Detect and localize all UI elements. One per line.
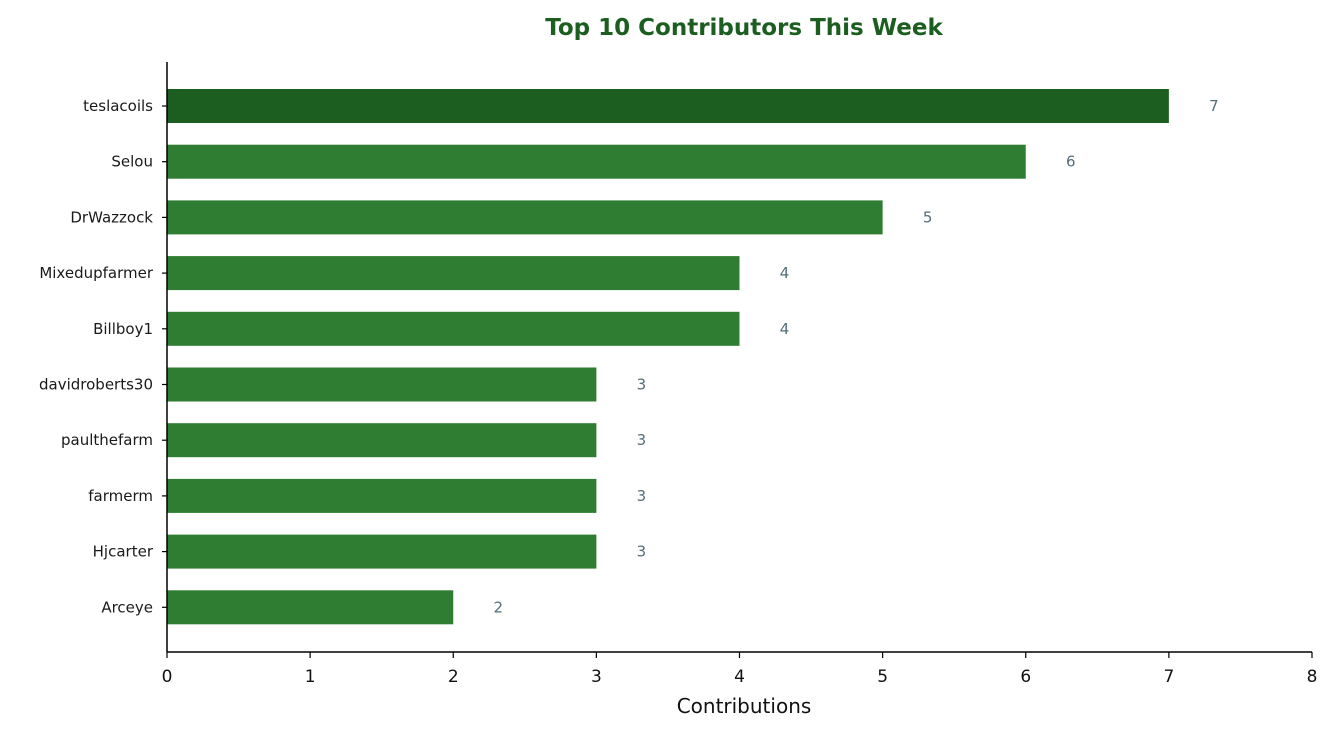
value-label-teslacoils: 7 <box>1209 97 1219 115</box>
bar-teslacoils <box>167 89 1169 123</box>
category-label-Billboy1: Billboy1 <box>93 320 153 338</box>
value-label-davidroberts30: 3 <box>637 376 647 394</box>
x-tick-label: 2 <box>448 667 459 687</box>
value-label-Selou: 6 <box>1066 153 1076 171</box>
value-labels-group: 7 6 5 4 4 3 3 3 3 2 <box>493 97 1218 616</box>
value-label-farmerm: 3 <box>637 487 647 505</box>
x-tick-label: 0 <box>162 667 173 687</box>
category-label-teslacoils: teslacoils <box>83 97 153 115</box>
category-label-Mixedupfarmer: Mixedupfarmer <box>39 264 154 282</box>
value-label-Arceye: 2 <box>493 598 503 616</box>
category-label-Hjcarter: Hjcarter <box>93 543 154 561</box>
x-tick-label: 7 <box>1163 667 1174 687</box>
x-tick-label: 6 <box>1020 667 1031 687</box>
category-labels-group: teslacoils Selou DrWazzock Mixedupfarmer Bil… <box>39 97 167 616</box>
bar-Selou <box>167 144 1026 179</box>
bar-farmerm <box>167 478 597 513</box>
bar-davidroberts30 <box>167 367 597 402</box>
value-label-Mixedupfarmer: 4 <box>780 264 790 282</box>
value-label-Billboy1: 4 <box>780 320 790 338</box>
category-label-DrWazzock: DrWazzock <box>70 208 153 226</box>
x-tick-label: 8 <box>1307 667 1318 687</box>
x-tick-label: 4 <box>734 667 745 687</box>
category-label-Arceye: Arceye <box>101 598 153 616</box>
x-tick-label: 1 <box>305 667 316 687</box>
x-axis-label: Contributions <box>677 694 812 718</box>
bar-Billboy1 <box>167 311 740 346</box>
x-tick-label: 3 <box>591 667 602 687</box>
bar-Hjcarter <box>167 534 597 569</box>
bar-Mixedupfarmer <box>167 256 740 291</box>
category-label-farmerm: farmerm <box>88 487 153 505</box>
x-ticks-group: 0 1 2 3 4 5 6 7 8 <box>162 652 1318 687</box>
category-label-davidroberts30: davidroberts30 <box>39 376 153 394</box>
value-label-DrWazzock: 5 <box>923 208 933 226</box>
chart-title: Top 10 Contributors This Week <box>545 15 943 41</box>
x-tick-label: 5 <box>877 667 888 687</box>
category-label-Selou: Selou <box>111 153 153 171</box>
bar-paulthefarm <box>167 423 597 458</box>
bar-DrWazzock <box>167 200 883 235</box>
bar-Arceye <box>167 590 454 625</box>
bars-group <box>167 89 1169 625</box>
value-label-paulthefarm: 3 <box>637 431 647 449</box>
category-label-paulthefarm: paulthefarm <box>61 431 153 449</box>
value-label-Hjcarter: 3 <box>637 543 647 561</box>
